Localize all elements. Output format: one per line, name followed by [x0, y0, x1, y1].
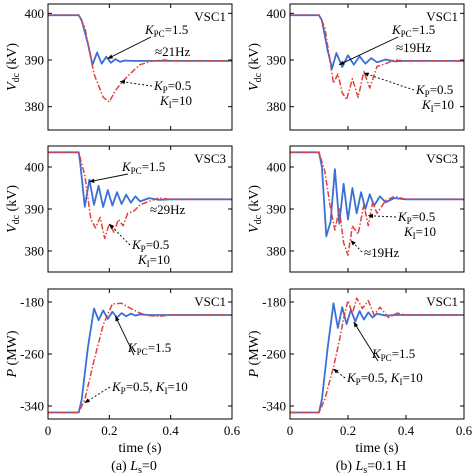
series-line-kp-ki-a1 — [48, 14, 232, 103]
annotation-frequency: ≈21Hz — [155, 44, 191, 59]
annotation-arrow — [108, 223, 131, 246]
annotation-ki: KI=10 — [421, 97, 454, 114]
annotation-arrow — [367, 213, 397, 219]
annotation-ki: KI=10 — [137, 252, 170, 269]
x-axis-label: time (s) — [355, 441, 398, 456]
annotation-arrow — [119, 80, 153, 87]
annotation-arrow — [353, 321, 379, 362]
ytick-label: -340 — [20, 399, 44, 414]
annotation-arrow — [107, 36, 152, 60]
xtick-label: 0.2 — [340, 423, 356, 438]
ytick-label: 390 — [25, 202, 45, 217]
annotation-kpc: KPC=1.5 — [121, 159, 165, 176]
ytick-label: 390 — [267, 53, 287, 68]
panel-caption: (a) Ls=0 — [111, 459, 157, 475]
annotation-ki: KI=10 — [403, 224, 436, 241]
annotation-arrow — [350, 240, 363, 253]
panel-a1: 400 390 380 VSC1 Vdc (kV) KPC=1.5 ≈21Hz KP=0.5K… — [5, 3, 233, 131]
annotation-kp: KP=0.5 — [153, 78, 191, 95]
ytick-label: 400 — [25, 6, 45, 21]
y-axis-label: Vdc (kV) — [5, 185, 22, 233]
x-axis-label: time (s) — [118, 441, 161, 456]
ytick-label: 380 — [25, 244, 45, 259]
annotation-kp-ki: KP=0.5, KI=10 — [346, 370, 423, 387]
ytick-label: 380 — [267, 99, 287, 114]
annotation-arrow — [115, 315, 135, 356]
series-line-kpc-b3 — [290, 302, 464, 414]
series-line-kp-ki-b1 — [290, 14, 464, 101]
annotation-kpc: KPC=1.5 — [391, 22, 435, 39]
annotation-kpc: KPC=1.5 — [127, 340, 171, 357]
annotation-frequency: ≈29Hz — [150, 202, 186, 217]
ytick-label: -340 — [262, 399, 286, 414]
xtick-label: 0 — [287, 423, 294, 438]
series-line-kp-ki-a2 — [48, 151, 232, 240]
series-line-kpc-a3 — [48, 307, 232, 414]
annotation-kp-ki: KP=0.5, KI=10 — [111, 379, 188, 396]
axes-frame-a1 — [47, 3, 233, 131]
xtick-label: 0.2 — [101, 423, 117, 438]
panel-title: VSC1 — [426, 294, 458, 309]
xtick-label: 0.4 — [398, 423, 415, 438]
ytick-label: 390 — [25, 53, 45, 68]
annotation-ki: KI=10 — [159, 93, 192, 110]
annotation-arrow — [338, 36, 399, 66]
ytick-label: 400 — [25, 160, 45, 175]
annotation-arrow — [333, 368, 346, 379]
ytick-label: -260 — [20, 347, 44, 362]
series-line-kpc-b1 — [290, 14, 464, 70]
series-line-kp-ki-a3 — [48, 302, 232, 414]
series-line-kp-ki-b2 — [290, 151, 464, 256]
panel-b1: 400 390 380 VSC1 Vdc (kV) KPC=1.5≈19Hz KP=0.5K… — [247, 3, 465, 131]
ytick-label: 380 — [25, 99, 45, 114]
ytick-label: 380 — [267, 244, 287, 259]
ytick-label: -260 — [262, 347, 286, 362]
y-axis-label: Vdc (kV) — [247, 185, 264, 233]
annotation-kp: KP=0.5 — [131, 237, 169, 254]
annotation-kp: KP=0.5 — [397, 209, 435, 226]
y-axis-label: Vdc (kV) — [247, 43, 264, 91]
panel-a2: 400 390 380 VSC3 Vdc (kV) KPC=1.5 ≈29Hz KP=0.5K… — [5, 145, 233, 273]
y-axis-label: Vdc (kV) — [5, 43, 22, 91]
series-line-kpc-a1 — [48, 14, 232, 66]
ytick-label: -180 — [20, 295, 44, 310]
xtick-label: 0.6 — [224, 423, 241, 438]
ytick-label: 400 — [267, 6, 287, 21]
panel-caption: (b) Ls=0.1 H — [336, 459, 407, 475]
annotation-kpc: KPC=1.5 — [144, 22, 188, 39]
annotation-arrow — [84, 386, 111, 404]
axes-frame-b1 — [289, 3, 465, 131]
panel-title: VSC3 — [426, 151, 458, 166]
annotation-frequency: ≈19Hz — [364, 245, 400, 260]
xtick-label: 0.4 — [163, 423, 180, 438]
ytick-label: 400 — [267, 160, 287, 175]
xtick-label: 0 — [45, 423, 52, 438]
annotation-frequency: ≈19Hz — [396, 40, 432, 55]
series-line-kpc-b2 — [290, 151, 464, 238]
panel-title: VSC1 — [194, 9, 226, 24]
panel-b2: 400 390 380 VSC3 Vdc (kV) KP=0.5KI=10≈19Hz — [247, 145, 465, 273]
annotation-arrow — [88, 173, 129, 183]
y-axis-label: P (MW) — [5, 330, 20, 378]
annotation-kp: KP=0.5 — [415, 82, 453, 99]
series-line-kp-ki-b3 — [290, 297, 464, 414]
panel-title: VSC3 — [194, 151, 226, 166]
y-axis-label: P (MW) — [247, 330, 262, 378]
ytick-label: -180 — [262, 295, 286, 310]
annotation-arrow — [363, 72, 415, 91]
annotation-kpc: KPC=1.5 — [371, 346, 415, 363]
series-line-kpc-a2 — [48, 151, 232, 208]
ytick-label: 390 — [267, 202, 287, 217]
xtick-label: 0.6 — [456, 423, 473, 438]
panel-title: VSC1 — [194, 294, 226, 309]
panel-title: VSC1 — [426, 9, 458, 24]
